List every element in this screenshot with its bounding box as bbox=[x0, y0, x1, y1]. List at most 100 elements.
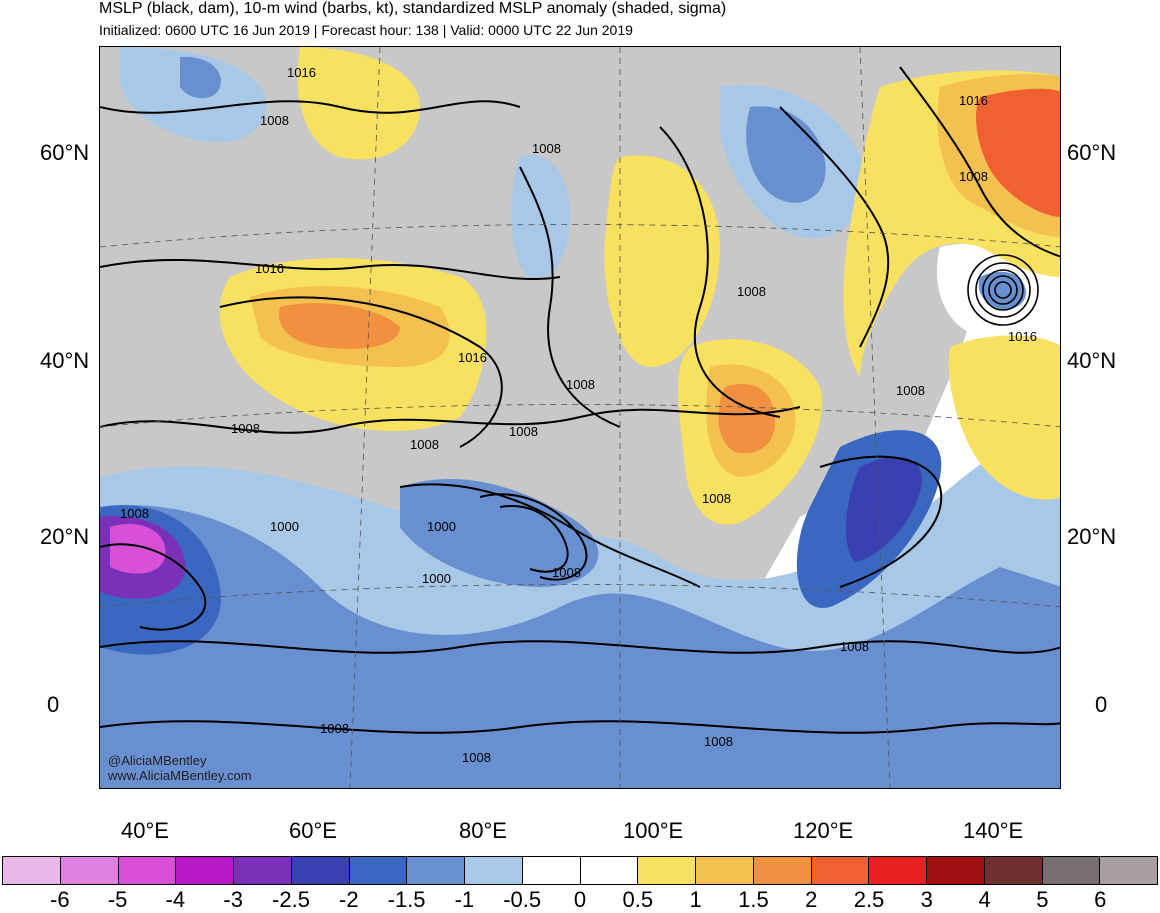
colorbar-swatch bbox=[984, 857, 1043, 884]
contour-label: 1008 bbox=[231, 421, 260, 436]
colorbar-swatch bbox=[753, 857, 812, 884]
contour-labels: 1016 1008 1016 1008 1016 1008 1008 1008 1016 1008… bbox=[120, 65, 1037, 765]
mslp-contour bbox=[499, 505, 569, 573]
mslp-contour bbox=[100, 406, 801, 434]
contour-label: 1008 bbox=[702, 491, 731, 506]
colorbar-swatch bbox=[522, 857, 581, 884]
colorbar-swatch bbox=[234, 857, 292, 884]
contour-label: 1008 bbox=[410, 437, 439, 452]
colorbar-swatch bbox=[349, 857, 408, 884]
contour-label: 1008 bbox=[509, 424, 538, 439]
contour-label: 1008 bbox=[320, 721, 349, 736]
mslp-contour bbox=[100, 720, 1060, 734]
mslp-contour bbox=[100, 100, 521, 114]
colorbar-tick-label: 5 bbox=[1036, 887, 1049, 912]
contour-label: 1008 bbox=[120, 506, 149, 521]
colorbar-swatch bbox=[3, 857, 61, 884]
contour-label: 1016 bbox=[959, 93, 988, 108]
mslp-contour bbox=[899, 66, 1060, 258]
colorbar-tick-label: -1 bbox=[454, 887, 475, 912]
graticule-parallel bbox=[100, 224, 1060, 248]
colorbar-swatch bbox=[927, 857, 985, 884]
colorbar-swatch bbox=[1042, 857, 1101, 884]
mslp-contour bbox=[659, 126, 781, 418]
credit-website: www.AliciaMBentley.com bbox=[108, 768, 252, 783]
colorbar-tick-label: 4 bbox=[978, 887, 991, 912]
anomaly-neg-west-siberia bbox=[511, 155, 570, 279]
lat-label-right-0: 0 bbox=[1095, 692, 1108, 717]
colorbar-swatch bbox=[465, 857, 523, 884]
mslp-contour bbox=[100, 640, 1060, 654]
contour-label: 1000 bbox=[427, 519, 456, 534]
colorbar-tick-label: 1.5 bbox=[738, 887, 769, 912]
colorbar-swatch bbox=[176, 857, 234, 884]
anomaly-neg-south-mid bbox=[100, 505, 1060, 788]
colorbar-swatch bbox=[580, 857, 639, 884]
colorbar-swatch bbox=[1100, 857, 1157, 884]
contour-label: 1008 bbox=[840, 639, 869, 654]
low-ring bbox=[994, 281, 1012, 299]
chart-subtitle: Initialized: 0600 UTC 16 Jun 2019 | Fore… bbox=[99, 22, 633, 38]
colorbar bbox=[2, 856, 1158, 885]
mslp-contour bbox=[479, 493, 588, 581]
low-ring bbox=[967, 254, 1039, 326]
contour-label: 1008 bbox=[260, 113, 289, 128]
low-ring bbox=[988, 275, 1018, 305]
contour-label: 1008 bbox=[532, 141, 561, 156]
graticule-meridian bbox=[349, 47, 381, 788]
lon-label-140e: 140°E bbox=[963, 818, 1024, 843]
mslp-contour bbox=[399, 483, 701, 588]
lon-label-100e: 100°E bbox=[623, 818, 684, 843]
colorbar-tick-label: -6 bbox=[50, 887, 70, 912]
contour-label: 1008 bbox=[959, 169, 988, 184]
mslp-contour bbox=[519, 166, 621, 428]
mslp-contour bbox=[100, 259, 561, 281]
anomaly-neg-japan-core bbox=[845, 456, 922, 562]
graticule-meridian bbox=[859, 47, 891, 788]
contour-label: 1008 bbox=[462, 750, 491, 765]
graticule-parallel bbox=[100, 404, 1060, 428]
anomaly-neg-scandinavia-core bbox=[180, 56, 221, 99]
lat-label-left-60: 60°N bbox=[40, 140, 90, 165]
contour-label: 1016 bbox=[458, 350, 487, 365]
mslp-contour bbox=[819, 455, 943, 588]
lon-label-40e: 40°E bbox=[121, 818, 169, 843]
colorbar-tick-label: -3 bbox=[223, 887, 243, 912]
mslp-contours bbox=[100, 66, 1060, 734]
colorbar-tick-label: 1 bbox=[689, 887, 702, 912]
lat-label-left-20: 20°N bbox=[40, 524, 90, 549]
colorbar-tick-label: 2.5 bbox=[853, 887, 885, 912]
chart-title: MSLP (black, dam), 10-m wind (barbs, kt)… bbox=[99, 0, 727, 17]
colorbar-tick-label: -4 bbox=[165, 887, 186, 912]
colorbar-tick-label: -5 bbox=[107, 887, 128, 912]
colorbar-swatch bbox=[869, 857, 927, 884]
contour-label: 1008 bbox=[552, 565, 581, 580]
colorbar-swatch bbox=[291, 857, 350, 884]
credit-handle: @AliciaMBentley bbox=[108, 753, 207, 768]
contour-label: 1000 bbox=[270, 519, 299, 534]
mslp-contour bbox=[100, 543, 207, 631]
colorbar-swatch bbox=[638, 857, 696, 884]
colorbar-tick-label: 2 bbox=[805, 887, 818, 912]
lat-label-right-40: 40°N bbox=[1067, 348, 1117, 373]
anomaly-pos-north bbox=[297, 47, 420, 160]
contour-label: 1008 bbox=[737, 284, 766, 299]
contour-label: 1008 bbox=[566, 377, 595, 392]
graticule bbox=[100, 47, 1060, 788]
colorbar-tick-label: -2 bbox=[339, 887, 359, 912]
anomaly-neg-india bbox=[400, 478, 599, 587]
anomaly-pos-caspian-core bbox=[279, 303, 400, 349]
low-ring bbox=[975, 262, 1031, 318]
lat-label-right-60: 60°N bbox=[1067, 140, 1117, 165]
colorbar-tick-label: -1.5 bbox=[387, 887, 426, 912]
colorbar-tick-label: 0.5 bbox=[622, 887, 654, 912]
colorbar-swatch bbox=[811, 857, 870, 884]
anomaly-pos-pacific bbox=[948, 335, 1060, 500]
lon-label-60e: 60°E bbox=[289, 818, 337, 843]
colorbar-tick-label: 6 bbox=[1094, 887, 1107, 912]
contour-label: 1016 bbox=[287, 65, 316, 80]
contour-label: 1008 bbox=[704, 734, 733, 749]
contour-label: 1008 bbox=[896, 383, 925, 398]
colorbar-tick-label: -2.5 bbox=[272, 887, 310, 912]
contour-label: 1016 bbox=[255, 261, 284, 276]
